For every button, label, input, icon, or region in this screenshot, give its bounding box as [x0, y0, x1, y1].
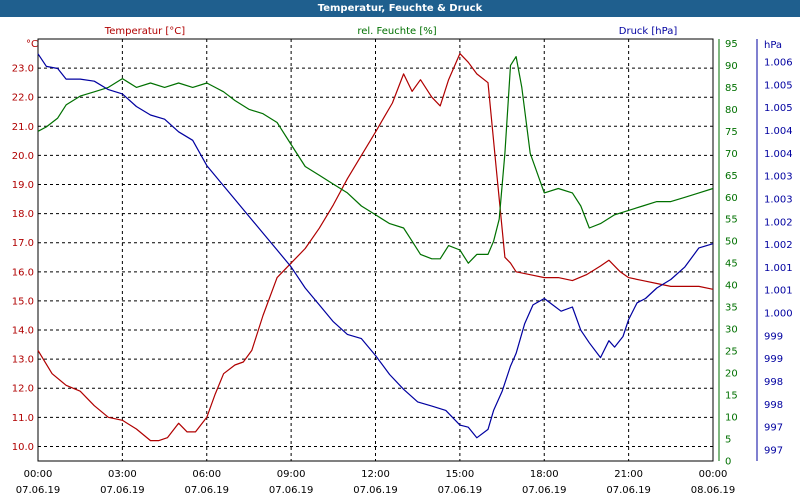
x-tick-date: 07.06.19 — [100, 485, 145, 496]
temperature-unit-label: °C — [26, 39, 38, 50]
humidity-tick: 20 — [725, 369, 738, 380]
x-tick-date: 07.06.19 — [16, 485, 61, 496]
humidity-tick: 95 — [725, 39, 738, 50]
x-tick-time: 15:00 — [445, 469, 474, 480]
pressure-tick: 1.002 — [764, 240, 793, 251]
pressure-tick: 999 — [764, 354, 783, 365]
humidity-tick: 65 — [725, 171, 738, 182]
humidity-tick: 50 — [725, 237, 738, 248]
humidity-tick: 75 — [725, 127, 738, 138]
temperature-tick: 13.0 — [12, 355, 34, 366]
x-tick-time: 06:00 — [192, 469, 221, 480]
temperature-tick: 12.0 — [12, 384, 34, 395]
temperature-tick: 21.0 — [12, 122, 34, 133]
temperature-tick: 15.0 — [12, 296, 34, 307]
pressure-line — [37, 53, 714, 439]
x-tick-date: 07.06.19 — [438, 485, 483, 496]
humidity-tick: 90 — [725, 61, 738, 72]
pressure-tick: 1.004 — [764, 126, 793, 137]
pressure-tick-labels: 997 997 998 998 999 999 1.000 1.001 1.001 1.002 1.… — [756, 39, 793, 461]
humidity-tick: 70 — [725, 149, 738, 160]
temperature-tick: 14.0 — [12, 326, 34, 337]
pressure-tick: 1.005 — [764, 103, 793, 114]
pressure-tick: 1.003 — [764, 194, 793, 205]
pressure-tick: 1.000 — [764, 309, 793, 320]
humidity-tick: 40 — [725, 281, 738, 292]
pressure-tick: 998 — [764, 377, 783, 388]
pressure-tick: 998 — [764, 400, 783, 411]
temperature-tick: 16.0 — [12, 267, 34, 278]
temperature-tick: 10.0 — [12, 442, 34, 453]
x-tick-date: 08.06.19 — [691, 485, 736, 496]
chart: °C Temperatur [°C] rel. Feuchte [%] Druc… — [12, 26, 793, 496]
temperature-line — [37, 52, 714, 442]
x-tick-labels: 00:00 07.06.19 03:00 07.06.19 06:00 07.06.19 0… — [16, 469, 736, 496]
humidity-tick-labels: 0 5 10 15 20 25 30 35 40 45 50 55 60 65 70 75 80 85 90 95 — [718, 39, 738, 468]
x-tick-time: 09:00 — [277, 469, 306, 480]
humidity-tick: 60 — [725, 193, 738, 204]
humidity-axis-title: rel. Feuchte [%] — [357, 26, 436, 37]
temperature-tick-labels: 10.0 11.0 12.0 13.0 14.0 15.0 16.0 17.0 18.0 19.0… — [12, 64, 34, 453]
humidity-tick: 35 — [725, 303, 738, 314]
grid-horizontal — [38, 67, 713, 447]
temperature-axis-title: Temperatur [°C] — [104, 26, 185, 37]
x-tick-time: 21:00 — [614, 469, 643, 480]
pressure-tick: 997 — [764, 423, 783, 434]
humidity-tick: 5 — [725, 435, 731, 446]
temperature-tick: 22.0 — [12, 93, 34, 104]
series-lines — [37, 52, 714, 442]
temperature-tick: 23.0 — [12, 64, 34, 75]
humidity-tick: 80 — [725, 105, 738, 116]
humidity-tick: 15 — [725, 391, 738, 402]
humidity-tick: 55 — [725, 215, 738, 226]
window-title: Temperatur, Feuchte & Druck — [0, 0, 800, 17]
x-tick-time: 03:00 — [108, 469, 137, 480]
x-tick-date: 07.06.19 — [353, 485, 398, 496]
temperature-tick: 20.0 — [12, 151, 34, 162]
pressure-tick: 1.006 — [764, 58, 793, 69]
temperature-tick: 18.0 — [12, 209, 34, 220]
x-tick-time: 18:00 — [530, 469, 559, 480]
temperature-tick: 17.0 — [12, 238, 34, 249]
x-tick-time: 00:00 — [699, 469, 728, 480]
pressure-tick: 1.004 — [764, 149, 793, 160]
humidity-tick: 45 — [725, 259, 738, 270]
x-tick-date: 07.06.19 — [184, 485, 229, 496]
x-tick-time: 00:00 — [24, 469, 53, 480]
pressure-tick: 997 — [764, 446, 783, 457]
humidity-tick: 0 — [725, 457, 731, 468]
temperature-tick: 19.0 — [12, 180, 34, 191]
temperature-tick: 11.0 — [12, 413, 34, 424]
pressure-tick: 1.001 — [764, 286, 793, 297]
pressure-tick: 1.001 — [764, 263, 793, 274]
pressure-tick: 1.002 — [764, 217, 793, 228]
humidity-line — [37, 55, 714, 264]
x-tick-date: 07.06.19 — [606, 485, 651, 496]
pressure-tick: 1.003 — [764, 172, 793, 183]
pressure-unit-label: hPa — [764, 40, 782, 51]
humidity-tick: 25 — [725, 347, 738, 358]
pressure-axis-title: Druck [hPa] — [619, 26, 678, 37]
humidity-tick: 10 — [725, 413, 738, 424]
x-tick-time: 12:00 — [361, 469, 390, 480]
humidity-tick: 30 — [725, 325, 738, 336]
x-tick-date: 07.06.19 — [269, 485, 314, 496]
pressure-tick: 1.005 — [764, 80, 793, 91]
humidity-tick: 85 — [725, 83, 738, 94]
x-tick-date: 07.06.19 — [522, 485, 567, 496]
pressure-tick: 999 — [764, 331, 783, 342]
